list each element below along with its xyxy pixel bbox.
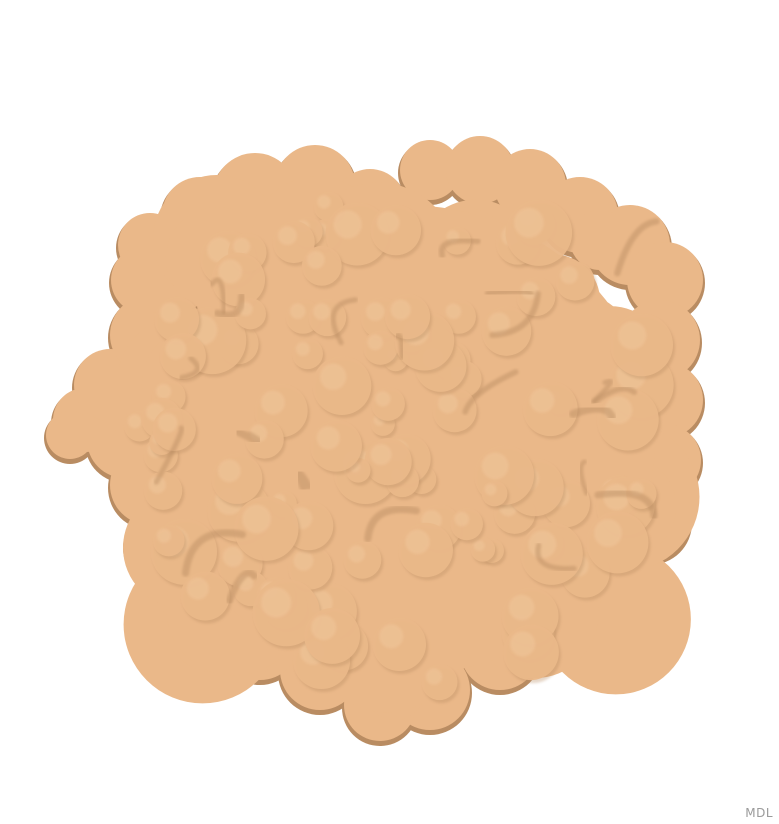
mdl-watermark: MDL	[745, 806, 773, 820]
surface-grooves	[124, 191, 676, 704]
